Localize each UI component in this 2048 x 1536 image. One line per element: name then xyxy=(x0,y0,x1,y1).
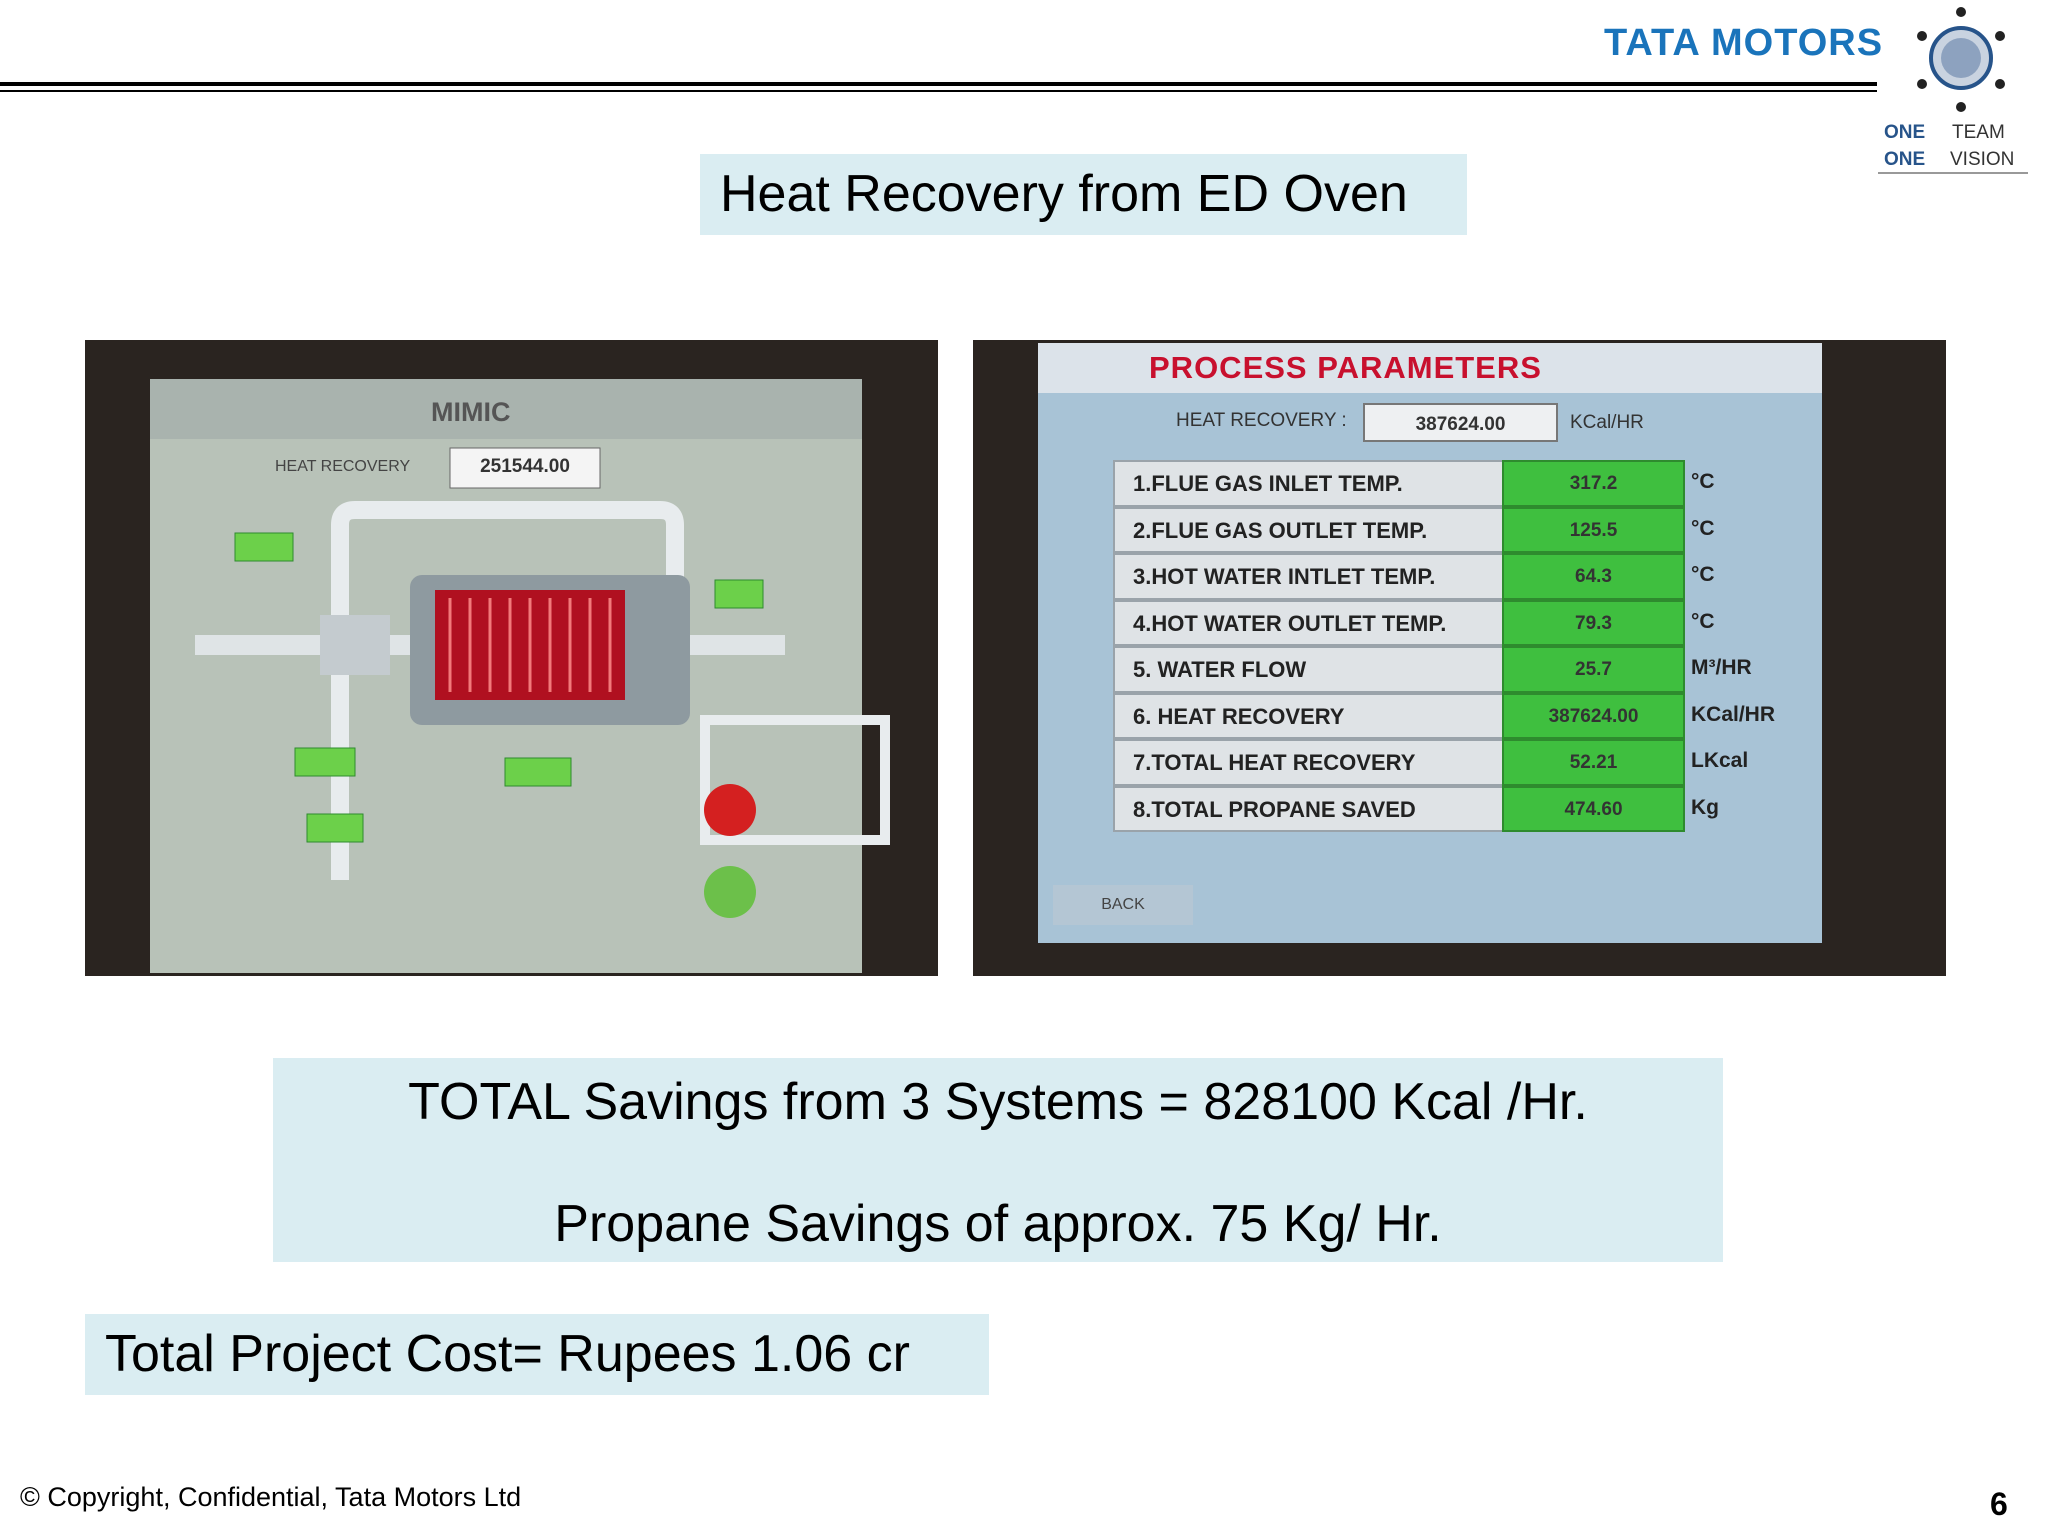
header-rule xyxy=(0,90,1877,92)
param-unit: °C xyxy=(1691,516,1715,540)
param-unit: °C xyxy=(1691,563,1715,586)
cost-box: Total Project Cost= Rupees 1.06 cr xyxy=(85,1314,989,1395)
screen-title: PROCESS PARAMETERS xyxy=(1149,350,1542,385)
slide-title: Heat Recovery from ED Oven xyxy=(700,154,1467,235)
param-name: 1.FLUE GAS INLET TEMP. xyxy=(1113,460,1504,507)
savings-line: TOTAL Savings from 3 Systems = 828100 Kc… xyxy=(408,1073,1588,1131)
param-unit: KCal/HR xyxy=(1691,702,1776,726)
param-unit: M³/HR xyxy=(1691,656,1752,679)
param-value: 317.2 xyxy=(1502,460,1685,507)
back-button[interactable]: BACK xyxy=(1053,885,1193,925)
tagline: VISION xyxy=(1950,149,2015,170)
param-name: 6. HEAT RECOVERY xyxy=(1113,692,1504,739)
page-number: 6 xyxy=(1990,1486,2008,1522)
copyright: © Copyright, Confidential, Tata Motors L… xyxy=(20,1482,522,1512)
mimic-label: HEAT RECOVERY xyxy=(275,458,411,475)
tagline-rule xyxy=(1878,172,2028,174)
param-name: 4.HOT WATER OUTLET TEMP. xyxy=(1113,599,1504,646)
mimic-screen xyxy=(150,379,890,973)
param-name: 5. WATER FLOW xyxy=(1113,646,1504,693)
param-unit: °C xyxy=(1691,609,1715,633)
screen-label: HEAT RECOVERY : xyxy=(1176,410,1347,431)
mimic-title: MIMIC xyxy=(431,397,511,427)
tagline: TEAM xyxy=(1952,122,2005,143)
param-unit: Kg xyxy=(1691,795,1719,819)
param-unit: °C xyxy=(1691,470,1715,493)
emblem xyxy=(1917,7,2005,112)
tagline: ONE xyxy=(1884,122,1926,143)
screen-header xyxy=(1038,343,1822,393)
photo-mimic: MIMIC HEAT RECOVERY 251544.00 xyxy=(85,340,938,976)
photo-process: PROCESS PARAMETERS HEAT RECOVERY : 38762… xyxy=(973,340,1946,976)
savings-box: TOTAL Savings from 3 Systems = 828100 Kc… xyxy=(273,1058,1723,1262)
screen-unit: KCal/HR xyxy=(1570,412,1644,433)
param-name: 2.FLUE GAS OUTLET TEMP. xyxy=(1113,506,1504,553)
logo: TATA MOTORS xyxy=(1604,22,1884,64)
mimic-value: 251544.00 xyxy=(480,456,570,477)
param-name: 7.TOTAL HEAT RECOVERY xyxy=(1113,739,1504,786)
param-unit: LKcal xyxy=(1691,749,1749,772)
screen-value: 387624.00 xyxy=(1363,403,1558,442)
param-name: 8.TOTAL PROPANE SAVED xyxy=(1113,785,1504,832)
param-value: 64.3 xyxy=(1502,553,1685,600)
param-value: 125.5 xyxy=(1502,506,1685,553)
tagline: ONE xyxy=(1884,149,1926,170)
param-value: 52.21 xyxy=(1502,739,1685,786)
header-rule xyxy=(0,82,1877,86)
param-value: 79.3 xyxy=(1502,599,1685,646)
param-value: 474.60 xyxy=(1502,785,1685,832)
param-value: 25.7 xyxy=(1502,646,1685,693)
param-name: 3.HOT WATER INTLET TEMP. xyxy=(1113,553,1504,600)
savings-line: Propane Savings of approx. 75 Kg/ Hr. xyxy=(554,1195,1442,1253)
param-value: 387624.00 xyxy=(1502,692,1685,739)
